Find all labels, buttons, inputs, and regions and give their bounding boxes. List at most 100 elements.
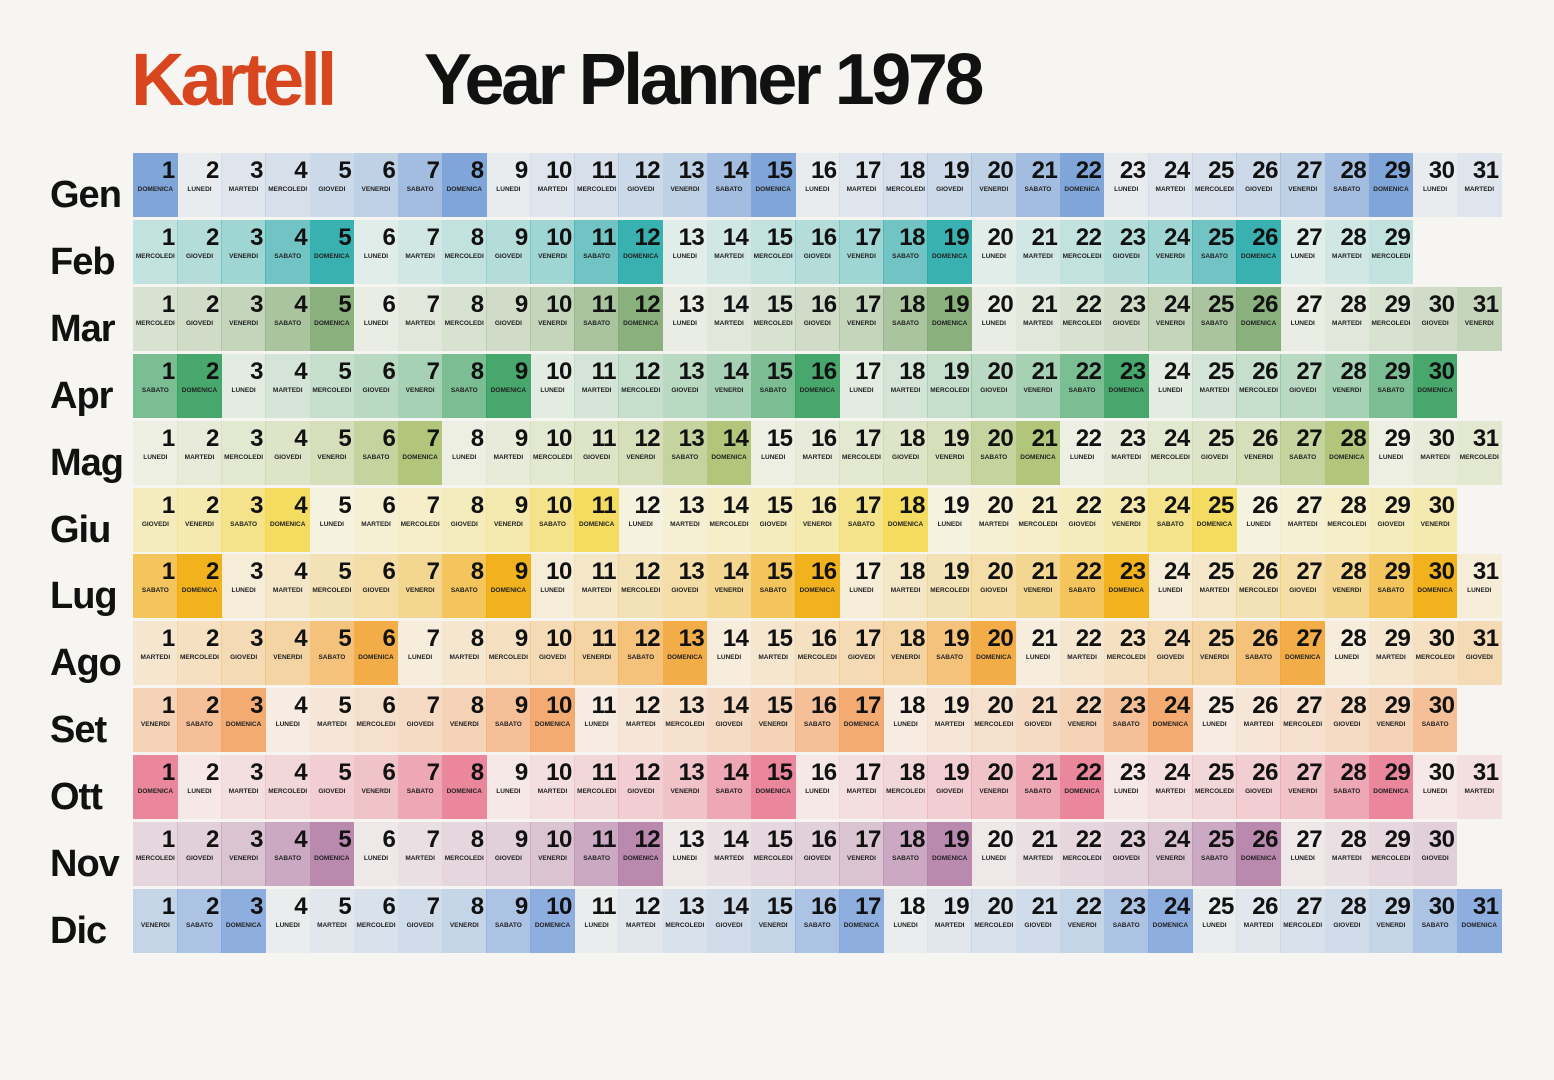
- day-cell[interactable]: 21 MARTEDI: [1015, 219, 1061, 284]
- day-cell[interactable]: 1 DOMENICA: [133, 755, 178, 820]
- day-cell[interactable]: 10 LUNEDI: [530, 353, 575, 418]
- day-cell[interactable]: 7 GIOVEDI: [397, 888, 443, 953]
- day-cell[interactable]: 30 SABATO: [1412, 688, 1458, 753]
- day-cell[interactable]: 26 DOMENICA: [1236, 286, 1281, 351]
- day-cell[interactable]: 24 DOMENICA: [1147, 688, 1193, 753]
- day-cell[interactable]: 23 MERCOLEDI: [1103, 621, 1149, 686]
- day-cell[interactable]: 13 VENERDI: [662, 755, 708, 820]
- day-cell[interactable]: 30 MERCOLEDI: [1412, 621, 1458, 686]
- day-cell[interactable]: 2 GIOVEDI: [177, 286, 222, 351]
- day-cell[interactable]: 12 GIOVEDI: [618, 153, 664, 217]
- day-cell[interactable]: 4 SABATO: [265, 822, 311, 886]
- day-cell[interactable]: 12 MARTEDI: [618, 688, 664, 753]
- day-cell[interactable]: 17 LUNEDI: [839, 554, 884, 619]
- day-cell[interactable]: 3 MARTEDI: [221, 153, 266, 217]
- day-cell[interactable]: 4 SABATO: [265, 219, 311, 284]
- day-cell[interactable]: 6 MARTEDI: [353, 487, 399, 552]
- day-cell[interactable]: 6 VENERDI: [353, 153, 399, 217]
- day-cell[interactable]: 7 SABATO: [397, 755, 443, 820]
- day-cell[interactable]: 10 MERCOLEDI: [530, 420, 575, 485]
- day-cell[interactable]: 22 VENERDI: [1059, 888, 1105, 953]
- day-cell[interactable]: 18 DOMENICA: [883, 487, 928, 552]
- day-cell[interactable]: 14 MARTEDI: [706, 286, 752, 351]
- day-cell[interactable]: 6 DOMENICA: [353, 621, 399, 686]
- day-cell[interactable]: 8 LUNEDI: [441, 420, 487, 485]
- day-cell[interactable]: 14 MERCOLEDI: [706, 487, 752, 552]
- day-cell[interactable]: 17 VENERDI: [839, 822, 884, 886]
- day-cell[interactable]: 27 VENERDI: [1280, 755, 1326, 820]
- day-cell[interactable]: 25 DOMENICA: [1192, 487, 1237, 552]
- day-cell[interactable]: 28 SABATO: [1324, 153, 1370, 217]
- day-cell[interactable]: 16 GIOVEDI: [794, 822, 840, 886]
- day-cell[interactable]: 10 MARTEDI: [530, 153, 575, 217]
- day-cell[interactable]: 22 LUNEDI: [1059, 420, 1105, 485]
- day-cell[interactable]: 13 MARTEDI: [662, 487, 708, 552]
- day-cell[interactable]: 8 VENERDI: [441, 688, 487, 753]
- day-cell[interactable]: 7 DOMENICA: [397, 420, 443, 485]
- day-cell[interactable]: 27 MARTEDI: [1280, 487, 1326, 552]
- day-cell[interactable]: 26 MERCOLEDI: [1236, 554, 1281, 619]
- day-cell[interactable]: 4 MERCOLEDI: [265, 153, 311, 217]
- day-cell[interactable]: 20 VENERDI: [971, 153, 1017, 217]
- day-cell[interactable]: 2 SABATO: [177, 688, 222, 753]
- day-cell[interactable]: 4 VENERDI: [265, 621, 311, 686]
- day-cell[interactable]: 29 LUNEDI: [1368, 420, 1414, 485]
- day-cell[interactable]: 10 GIOVEDI: [530, 621, 575, 686]
- day-cell[interactable]: 15 MERCOLEDI: [750, 219, 796, 284]
- day-cell[interactable]: 24 MARTEDI: [1147, 153, 1193, 217]
- day-cell[interactable]: 10 DOMENICA: [530, 688, 575, 753]
- day-cell[interactable]: 23 GIOVEDI: [1103, 286, 1149, 351]
- day-cell[interactable]: 6 VENERDI: [353, 755, 399, 820]
- day-cell[interactable]: 24 DOMENICA: [1147, 888, 1193, 953]
- day-cell[interactable]: 21 GIOVEDI: [1015, 688, 1061, 753]
- day-cell[interactable]: 3 VENERDI: [221, 822, 266, 886]
- day-cell[interactable]: 14 VENERDI: [706, 554, 752, 619]
- day-cell[interactable]: 13 DOMENICA: [662, 621, 708, 686]
- day-cell[interactable]: 21 MERCOLEDI: [1015, 487, 1061, 552]
- day-cell[interactable]: 13 VENERDI: [662, 153, 708, 217]
- day-cell[interactable]: 31 MERCOLEDI: [1456, 420, 1502, 485]
- day-cell[interactable]: 20 MARTEDI: [971, 487, 1017, 552]
- day-cell[interactable]: 7 GIOVEDI: [397, 688, 443, 753]
- day-cell[interactable]: 30 LUNEDI: [1412, 755, 1458, 820]
- day-cell[interactable]: 11 VENERDI: [574, 621, 620, 686]
- day-cell[interactable]: 24 VENERDI: [1147, 822, 1193, 886]
- day-cell[interactable]: 12 DOMENICA: [618, 286, 664, 351]
- day-cell[interactable]: 29 DOMENICA: [1368, 755, 1414, 820]
- day-cell[interactable]: 22 MERCOLEDI: [1059, 219, 1105, 284]
- day-cell[interactable]: 14 DOMENICA: [706, 420, 752, 485]
- day-cell[interactable]: 5 GIOVEDI: [309, 755, 355, 820]
- day-cell[interactable]: 14 LUNEDI: [706, 621, 752, 686]
- day-cell[interactable]: 4 SABATO: [265, 286, 311, 351]
- day-cell[interactable]: 19 DOMENICA: [927, 219, 973, 284]
- day-cell[interactable]: 24 VENERDI: [1147, 219, 1193, 284]
- day-cell[interactable]: 2 GIOVEDI: [177, 822, 222, 886]
- day-cell[interactable]: 31 MARTEDI: [1456, 153, 1502, 217]
- day-cell[interactable]: 8 SABATO: [441, 353, 487, 418]
- day-cell[interactable]: 26 DOMENICA: [1236, 219, 1281, 284]
- day-cell[interactable]: 15 SABATO: [750, 353, 796, 418]
- day-cell[interactable]: 24 LUNEDI: [1147, 554, 1193, 619]
- day-cell[interactable]: 11 MERCOLEDI: [574, 755, 620, 820]
- day-cell[interactable]: 28 MARTEDI: [1324, 286, 1370, 351]
- day-cell[interactable]: 6 SABATO: [353, 420, 399, 485]
- day-cell[interactable]: 17 DOMENICA: [839, 688, 884, 753]
- day-cell[interactable]: 5 DOMENICA: [309, 286, 355, 351]
- day-cell[interactable]: 9 DOMENICA: [486, 353, 531, 418]
- day-cell[interactable]: 29 MERCOLEDI: [1368, 286, 1414, 351]
- day-cell[interactable]: 29 SABATO: [1368, 554, 1414, 619]
- day-cell[interactable]: 20 SABATO: [971, 420, 1017, 485]
- day-cell[interactable]: 3 SABATO: [221, 487, 266, 552]
- day-cell[interactable]: 6 LUNEDI: [353, 219, 399, 284]
- day-cell[interactable]: 18 MARTEDI: [883, 353, 928, 418]
- day-cell[interactable]: 8 GIOVEDI: [441, 487, 487, 552]
- day-cell[interactable]: 12 DOMENICA: [618, 219, 664, 284]
- day-cell[interactable]: 13 LUNEDI: [662, 219, 708, 284]
- day-cell[interactable]: 22 MARTEDI: [1059, 621, 1105, 686]
- day-cell[interactable]: 29 MERCOLEDI: [1368, 219, 1414, 284]
- day-cell[interactable]: 8 DOMENICA: [441, 755, 487, 820]
- day-cell[interactable]: 15 DOMENICA: [750, 153, 796, 217]
- day-cell[interactable]: 9 LUNEDI: [486, 153, 531, 217]
- day-cell[interactable]: 17 GIOVEDI: [839, 621, 884, 686]
- day-cell[interactable]: 2 DOMENICA: [177, 554, 222, 619]
